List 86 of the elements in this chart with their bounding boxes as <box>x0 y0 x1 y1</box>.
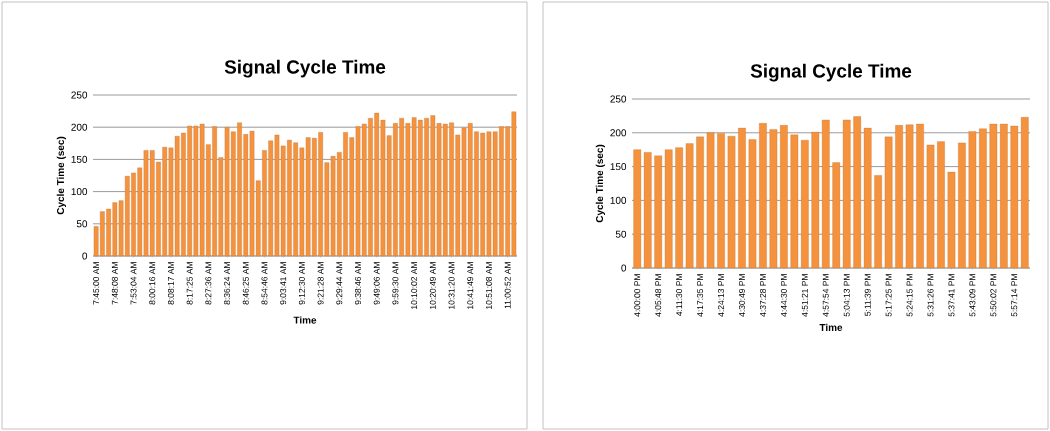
chart-title: Signal Cycle Time <box>750 63 912 82</box>
x-tick-label: 4:24:13 PM <box>718 274 725 317</box>
x-tick-label: 5:43:09 PM <box>969 274 976 317</box>
bar <box>905 124 914 269</box>
x-tick-label: 4:05:48 PM <box>655 274 662 317</box>
bar <box>989 123 998 269</box>
x-tick-label: 5:17:25 PM <box>885 274 892 317</box>
x-tick-label: 5:50:02 PM <box>990 274 997 317</box>
x-tick-label: 4:17:35 PM <box>697 274 704 317</box>
x-axis-title: Time <box>293 316 317 324</box>
bar <box>968 131 977 269</box>
y-tick-label: 200 <box>71 123 88 131</box>
x-tick-label: 9:21:28 AM <box>317 262 324 305</box>
bar <box>769 129 778 269</box>
y-tick-label: 100 <box>71 188 88 196</box>
x-tick-label: 10:51:08 AM <box>485 262 492 309</box>
x-axis-title: Time <box>819 323 843 331</box>
x-tick-label: 9:38:46 AM <box>355 262 361 305</box>
x-tick-label: 5:24:15 PM <box>906 274 913 317</box>
y-axis-title: Cycle Time (sec) <box>56 136 67 215</box>
x-tick-label: 9:03:41 AM <box>280 262 287 305</box>
x-tick-label: 8:27:36 AM <box>205 262 212 305</box>
x-tick-label: 9:29:44 AM <box>336 262 343 305</box>
bar <box>759 123 767 269</box>
x-tick-label: 5:37:41 PM <box>948 274 955 317</box>
y-axis-title: Cycle Time (sec) <box>595 144 606 223</box>
x-tick-label: 10:20:49 AM <box>429 262 436 309</box>
x-tick-label: 4:11:30 PM <box>676 274 683 317</box>
y-tick-label: 50 <box>615 230 627 238</box>
x-tick-label: 5:11:39 PM <box>864 274 871 316</box>
x-tick-label: 10:31:20 AM <box>448 262 455 309</box>
x-tick-label: 8:17:25 AM <box>186 262 193 305</box>
x-tick-label: 7:53:04 AM <box>130 262 137 305</box>
x-tick-label: 11:00:52 AM <box>504 262 511 309</box>
bar <box>958 142 966 269</box>
bar <box>706 132 715 269</box>
x-tick-label: 5:04:13 PM <box>843 274 850 317</box>
bar <box>717 133 725 269</box>
y-tick-label: 150 <box>71 155 88 163</box>
y-tick-label: 0 <box>621 264 627 272</box>
bar <box>801 140 809 269</box>
bar <box>884 136 893 269</box>
x-tick-label: 7:45:00 AM <box>93 262 100 305</box>
bar <box>696 136 704 269</box>
x-tick-label: 8:54:46 AM <box>261 262 268 305</box>
bar <box>1000 123 1008 269</box>
bar <box>675 147 683 269</box>
y-tick-label: 250 <box>610 95 627 103</box>
y-tick-label: 250 <box>71 91 88 99</box>
bar <box>916 123 924 269</box>
bar <box>738 127 746 269</box>
x-tick-label: 4:57:54 PM <box>822 274 829 317</box>
x-tick-label: 5:57:14 PM <box>1011 274 1018 317</box>
x-tick-label: 9:12:30 AM <box>298 262 305 305</box>
bar <box>947 171 956 269</box>
bar <box>748 139 757 269</box>
x-tick-label: 8:00:16 AM <box>149 262 156 305</box>
bar <box>926 144 935 269</box>
x-tick-label: 4:37:28 PM <box>759 274 766 317</box>
x-tick-label: 4:44:30 PM <box>780 274 787 317</box>
x-tick-label: 10:10:02 AM <box>411 262 418 309</box>
x-tick-label: 10:41:49 AM <box>467 262 474 309</box>
bar <box>979 128 987 269</box>
chart-title: Signal Cycle Time <box>224 59 386 78</box>
bar <box>780 125 788 269</box>
y-tick-label: 50 <box>76 220 88 228</box>
y-tick-label: 200 <box>610 129 627 137</box>
x-tick-label: 7:48:08 AM <box>111 262 118 305</box>
x-tick-label: 4:51:21 PM <box>801 274 808 317</box>
bar <box>727 136 736 269</box>
y-tick-label: 0 <box>82 252 88 260</box>
bar <box>685 143 694 269</box>
bar <box>790 134 799 269</box>
x-tick-label: 4:30:49 PM <box>738 274 745 317</box>
x-tick-label: 8:36:24 AM <box>224 262 231 305</box>
bar <box>895 125 903 269</box>
bar <box>874 175 882 269</box>
x-tick-label: 9:49:06 AM <box>373 262 380 305</box>
bar <box>937 141 945 269</box>
y-tick-label: 150 <box>610 163 627 171</box>
y-tick-label: 100 <box>610 196 627 204</box>
x-tick-label: 5:31:26 PM <box>927 274 934 317</box>
x-tick-label: 8:46:25 AM <box>242 262 249 305</box>
x-tick-label: 9:59:30 AM <box>392 262 399 305</box>
x-tick-label: 4:00:00 PM <box>634 274 641 317</box>
x-tick-label: 8:08:17 AM <box>167 262 174 305</box>
